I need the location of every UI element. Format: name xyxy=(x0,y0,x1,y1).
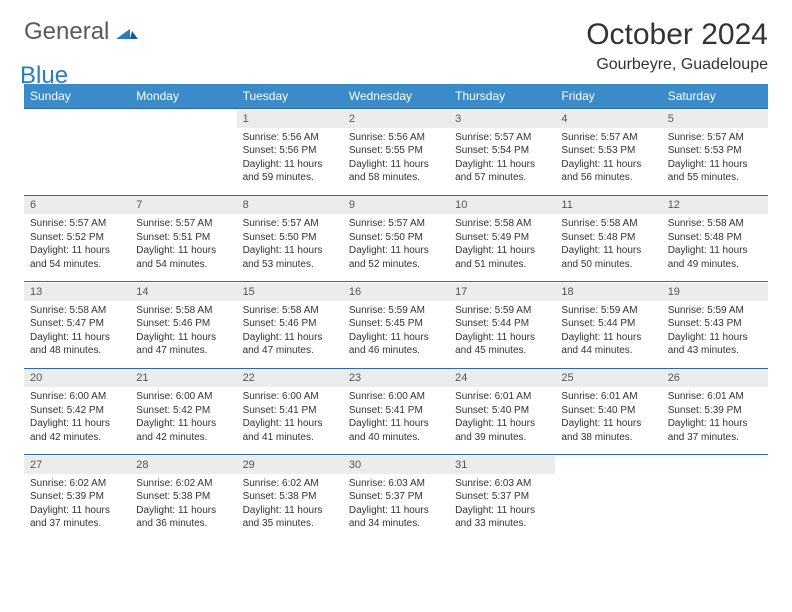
day-number-cell: 5 xyxy=(662,110,768,128)
day-number-cell: 11 xyxy=(555,196,661,214)
day-number-cell: 25 xyxy=(555,369,661,387)
day-detail-row: Sunrise: 5:56 AMSunset: 5:56 PMDaylight:… xyxy=(24,128,768,196)
day-detail-cell: Sunrise: 6:00 AMSunset: 5:42 PMDaylight:… xyxy=(130,387,236,455)
day-number-cell: 15 xyxy=(237,283,343,301)
day-detail-cell: Sunrise: 5:58 AMSunset: 5:49 PMDaylight:… xyxy=(449,214,555,282)
day-detail-cell: Sunrise: 6:00 AMSunset: 5:41 PMDaylight:… xyxy=(237,387,343,455)
day-number-cell: 19 xyxy=(662,283,768,301)
day-number-cell: 14 xyxy=(130,283,236,301)
day-detail-cell: Sunrise: 6:03 AMSunset: 5:37 PMDaylight:… xyxy=(449,474,555,541)
day-of-week-header: Tuesday xyxy=(237,84,343,109)
day-detail-cell: Sunrise: 5:58 AMSunset: 5:46 PMDaylight:… xyxy=(237,301,343,369)
day-detail-cell: Sunrise: 6:00 AMSunset: 5:42 PMDaylight:… xyxy=(24,387,130,455)
day-detail-cell: Sunrise: 6:01 AMSunset: 5:39 PMDaylight:… xyxy=(662,387,768,455)
day-number-cell xyxy=(662,456,768,474)
logo-word1: General xyxy=(24,18,109,45)
day-number-cell: 24 xyxy=(449,369,555,387)
day-detail-cell: Sunrise: 6:02 AMSunset: 5:39 PMDaylight:… xyxy=(24,474,130,541)
day-number-cell: 12 xyxy=(662,196,768,214)
day-detail-cell: Sunrise: 5:57 AMSunset: 5:50 PMDaylight:… xyxy=(237,214,343,282)
day-detail-cell: Sunrise: 5:57 AMSunset: 5:53 PMDaylight:… xyxy=(555,128,661,196)
day-detail-cell: Sunrise: 5:58 AMSunset: 5:47 PMDaylight:… xyxy=(24,301,130,369)
day-detail-row: Sunrise: 5:57 AMSunset: 5:52 PMDaylight:… xyxy=(24,214,768,282)
day-detail-cell: Sunrise: 5:58 AMSunset: 5:46 PMDaylight:… xyxy=(130,301,236,369)
day-of-week-header: Monday xyxy=(130,84,236,109)
day-detail-cell: Sunrise: 5:56 AMSunset: 5:55 PMDaylight:… xyxy=(343,128,449,196)
logo: General Blue xyxy=(24,18,138,74)
day-number-cell: 21 xyxy=(130,369,236,387)
day-detail-cell: Sunrise: 5:59 AMSunset: 5:44 PMDaylight:… xyxy=(449,301,555,369)
day-detail-cell: Sunrise: 6:00 AMSunset: 5:41 PMDaylight:… xyxy=(343,387,449,455)
day-detail-row: Sunrise: 5:58 AMSunset: 5:47 PMDaylight:… xyxy=(24,301,768,369)
day-detail-cell xyxy=(130,128,236,196)
day-detail-cell: Sunrise: 5:59 AMSunset: 5:44 PMDaylight:… xyxy=(555,301,661,369)
day-number-cell: 18 xyxy=(555,283,661,301)
day-detail-cell xyxy=(555,474,661,541)
day-number-cell xyxy=(24,110,130,128)
day-number-cell: 13 xyxy=(24,283,130,301)
day-detail-cell: Sunrise: 5:57 AMSunset: 5:53 PMDaylight:… xyxy=(662,128,768,196)
day-number-cell: 22 xyxy=(237,369,343,387)
day-detail-cell: Sunrise: 5:59 AMSunset: 5:45 PMDaylight:… xyxy=(343,301,449,369)
day-detail-row: Sunrise: 6:00 AMSunset: 5:42 PMDaylight:… xyxy=(24,387,768,455)
day-number-cell: 4 xyxy=(555,110,661,128)
day-number-cell: 26 xyxy=(662,369,768,387)
day-number-cell: 8 xyxy=(237,196,343,214)
day-number-cell: 30 xyxy=(343,456,449,474)
day-detail-cell: Sunrise: 5:58 AMSunset: 5:48 PMDaylight:… xyxy=(555,214,661,282)
day-of-week-header: Friday xyxy=(555,84,661,109)
day-number-cell: 9 xyxy=(343,196,449,214)
day-number-row: 2728293031 xyxy=(24,456,768,474)
header: General Blue October 2024 Gourbeyre, Gua… xyxy=(24,18,768,74)
day-number-cell: 27 xyxy=(24,456,130,474)
day-number-cell: 2 xyxy=(343,110,449,128)
day-detail-cell: Sunrise: 6:02 AMSunset: 5:38 PMDaylight:… xyxy=(237,474,343,541)
day-number-row: 12345 xyxy=(24,110,768,128)
day-detail-row: Sunrise: 6:02 AMSunset: 5:39 PMDaylight:… xyxy=(24,474,768,541)
day-detail-cell: Sunrise: 5:57 AMSunset: 5:54 PMDaylight:… xyxy=(449,128,555,196)
day-detail-cell xyxy=(24,128,130,196)
day-number-cell: 23 xyxy=(343,369,449,387)
day-number-cell: 31 xyxy=(449,456,555,474)
day-number-cell: 28 xyxy=(130,456,236,474)
day-number-cell xyxy=(130,110,236,128)
day-detail-cell: Sunrise: 5:57 AMSunset: 5:52 PMDaylight:… xyxy=(24,214,130,282)
day-of-week-header: Thursday xyxy=(449,84,555,109)
day-number-row: 13141516171819 xyxy=(24,283,768,301)
day-detail-cell: Sunrise: 6:01 AMSunset: 5:40 PMDaylight:… xyxy=(449,387,555,455)
day-number-cell: 10 xyxy=(449,196,555,214)
day-number-cell: 17 xyxy=(449,283,555,301)
day-number-cell: 1 xyxy=(237,110,343,128)
day-number-cell: 3 xyxy=(449,110,555,128)
day-of-week-header: Wednesday xyxy=(343,84,449,109)
day-detail-cell: Sunrise: 5:57 AMSunset: 5:51 PMDaylight:… xyxy=(130,214,236,282)
day-detail-cell: Sunrise: 6:03 AMSunset: 5:37 PMDaylight:… xyxy=(343,474,449,541)
logo-mark-icon xyxy=(116,23,138,44)
logo-word2: Blue xyxy=(20,62,68,89)
day-number-cell: 7 xyxy=(130,196,236,214)
day-number-cell: 20 xyxy=(24,369,130,387)
day-number-row: 6789101112 xyxy=(24,196,768,214)
day-number-row: 20212223242526 xyxy=(24,369,768,387)
day-detail-cell xyxy=(662,474,768,541)
day-of-week-row: SundayMondayTuesdayWednesdayThursdayFrid… xyxy=(24,84,768,109)
calendar-table: SundayMondayTuesdayWednesdayThursdayFrid… xyxy=(24,84,768,541)
day-detail-cell: Sunrise: 6:01 AMSunset: 5:40 PMDaylight:… xyxy=(555,387,661,455)
day-number-cell xyxy=(555,456,661,474)
day-detail-cell: Sunrise: 5:57 AMSunset: 5:50 PMDaylight:… xyxy=(343,214,449,282)
day-detail-cell: Sunrise: 5:59 AMSunset: 5:43 PMDaylight:… xyxy=(662,301,768,369)
day-detail-cell: Sunrise: 6:02 AMSunset: 5:38 PMDaylight:… xyxy=(130,474,236,541)
day-detail-cell: Sunrise: 5:56 AMSunset: 5:56 PMDaylight:… xyxy=(237,128,343,196)
day-detail-cell: Sunrise: 5:58 AMSunset: 5:48 PMDaylight:… xyxy=(662,214,768,282)
title-block: October 2024 Gourbeyre, Guadeloupe xyxy=(586,18,768,74)
day-number-cell: 29 xyxy=(237,456,343,474)
day-of-week-header: Saturday xyxy=(662,84,768,109)
day-number-cell: 16 xyxy=(343,283,449,301)
location: Gourbeyre, Guadeloupe xyxy=(586,56,768,74)
day-number-cell: 6 xyxy=(24,196,130,214)
month-title: October 2024 xyxy=(586,18,768,52)
